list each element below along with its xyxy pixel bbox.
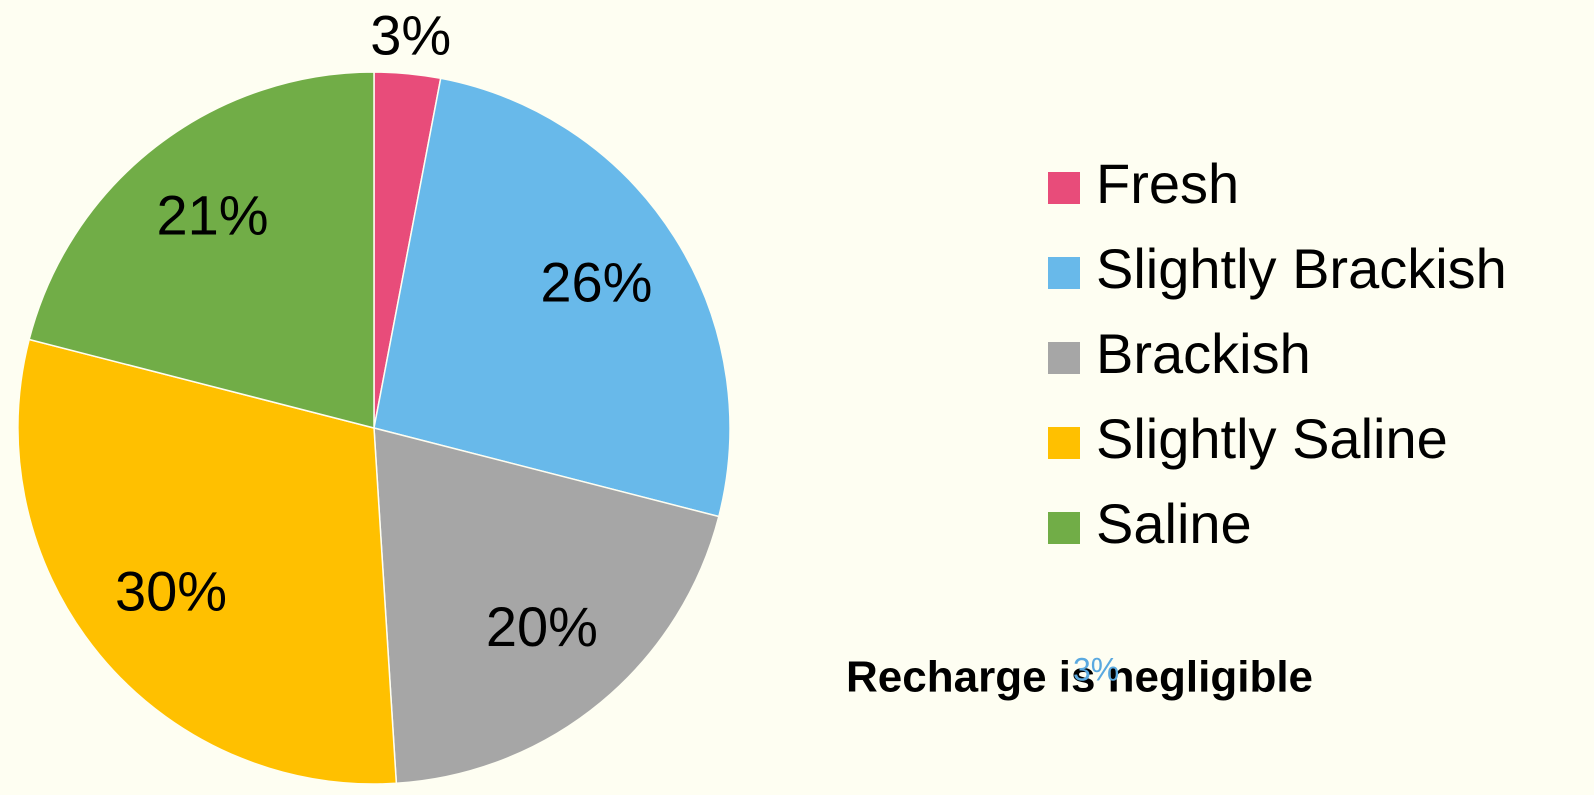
annotation: Recharge is negligible <box>846 653 1313 702</box>
pie-slice <box>17 338 398 785</box>
data-label: 21% <box>156 184 268 247</box>
legend-label: Saline <box>1096 492 1252 555</box>
legend-swatch <box>1048 512 1080 544</box>
data-label: 26% <box>540 251 652 314</box>
legend-label: Slightly Brackish <box>1096 237 1507 300</box>
legend-swatch <box>1048 172 1080 204</box>
annotation-overlay: 3% <box>1073 651 1119 687</box>
legend-swatch <box>1048 342 1080 374</box>
legend-label: Fresh <box>1096 152 1239 215</box>
legend-swatch <box>1048 257 1080 289</box>
data-label: 20% <box>486 595 598 658</box>
legend-label: Brackish <box>1096 322 1311 385</box>
pie-slice <box>373 427 720 785</box>
data-label: 30% <box>115 560 227 623</box>
pie-slice <box>373 77 731 518</box>
legend-label: Slightly Saline <box>1096 407 1448 470</box>
pie-slice <box>28 71 375 429</box>
legend-swatch <box>1048 427 1080 459</box>
data-label: 3% <box>370 4 451 67</box>
